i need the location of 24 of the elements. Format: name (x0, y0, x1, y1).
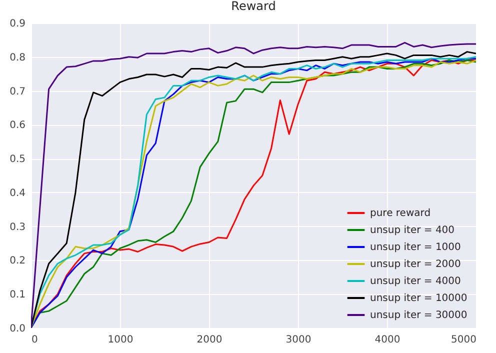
legend-label: unsup iter = 10000 (370, 293, 468, 304)
legend-label: pure reward (370, 208, 431, 219)
y-tick-label: 0.2 (10, 256, 26, 267)
legend-label: unsup iter = 1000 (370, 242, 461, 253)
x-tick-label: 4000 (374, 334, 400, 346)
x-tick-label: 5000 (451, 334, 476, 346)
legend-label: unsup iter = 2000 (370, 259, 461, 270)
y-tick-label: 0.4 (10, 188, 26, 199)
x-tick-label: 0 (32, 334, 38, 346)
y-tick-label: 0.1 (10, 290, 26, 301)
y-tick-label: 0.0 (10, 324, 26, 334)
y-tick-label: 0.3 (10, 222, 26, 233)
legend-label: unsup iter = 4000 (370, 276, 461, 287)
x-tick-label: 2000 (196, 334, 222, 346)
y-tick-label: 0.9 (10, 18, 26, 30)
legend-label: unsup iter = 30000 (370, 310, 468, 321)
y-tick-label: 0.5 (10, 154, 26, 166)
x-tick-label: 1000 (108, 334, 134, 346)
y-tick-label: 0.7 (10, 86, 26, 98)
y-tick-label: 0.6 (10, 120, 26, 132)
chart-title: Reward (231, 0, 276, 13)
legend-label: unsup iter = 400 (370, 225, 455, 236)
y-tick-label: 0.8 (10, 52, 26, 64)
x-tick-label: 3000 (286, 334, 312, 346)
